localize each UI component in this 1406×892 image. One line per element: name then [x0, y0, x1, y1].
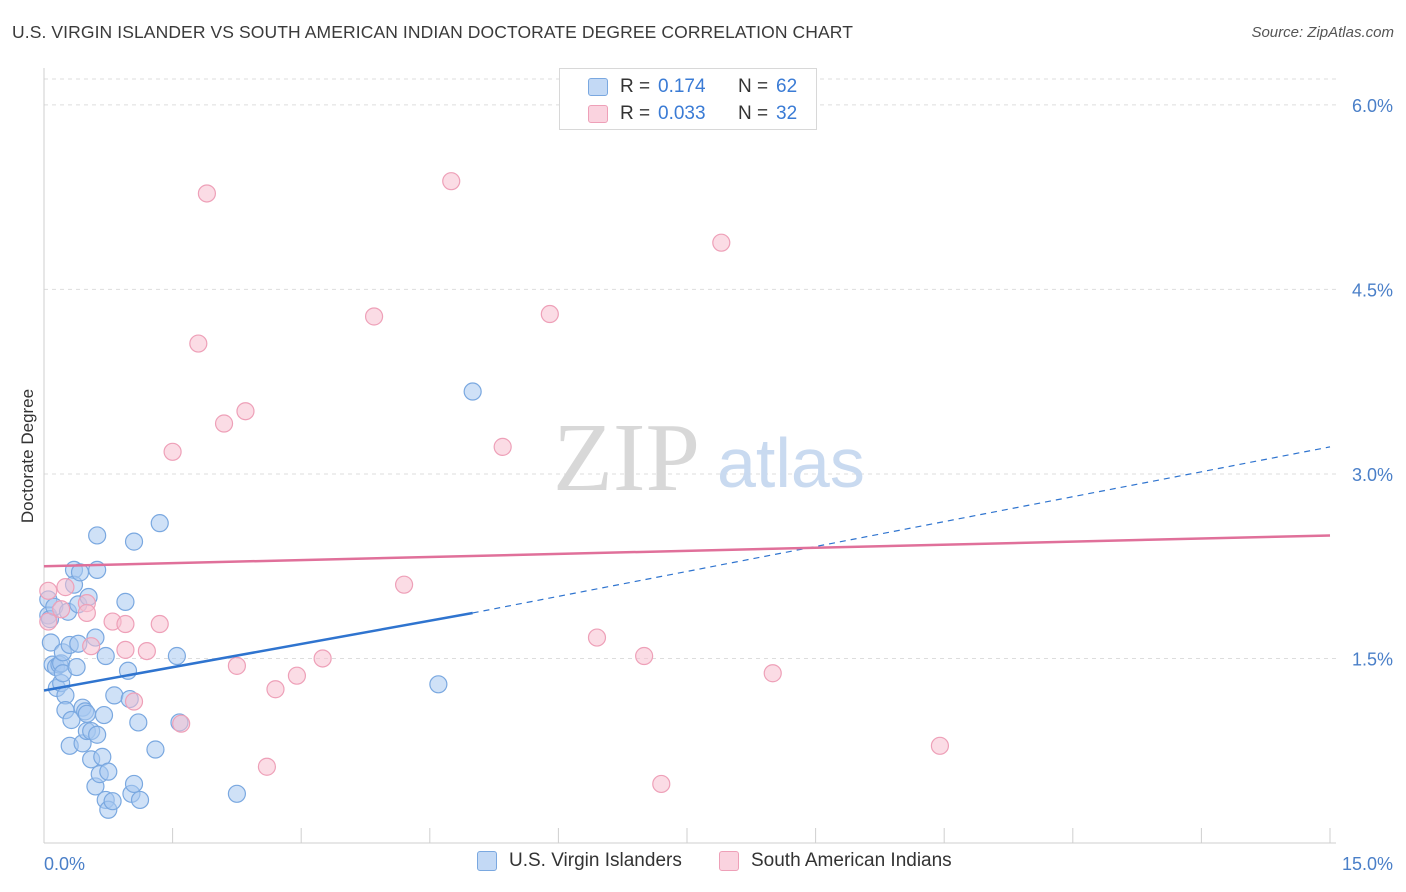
south-american-indian-point [364, 307, 384, 326]
virgin-islander-trend-extension [472, 446, 1331, 614]
virgin-islander-point [130, 790, 150, 810]
n-value: 32 [776, 103, 798, 124]
south-american-indian-point [712, 233, 731, 252]
south-american-indian-point [652, 774, 671, 794]
legend-item-virgin-islanders[interactable]: U.S. Virgin Islanders [477, 850, 682, 872]
legend-item-south-american-indians[interactable]: South American Indians [719, 850, 952, 872]
virgin-islander-point [88, 526, 107, 545]
virgin-islander-point [99, 762, 118, 781]
south-american-indian-point [227, 656, 246, 675]
x-tick-label-max: 15.0% [1342, 854, 1393, 874]
south-american-indian-point [540, 304, 559, 324]
stats-row-south-american-indians: R = 0.033 N = 32 [560, 100, 797, 128]
virgin-islander-point [463, 382, 482, 401]
legend-label: South American Indians [751, 850, 952, 871]
virgin-islander-point [77, 704, 96, 723]
trend-lines [43, 446, 1331, 692]
south-american-indian-trend-line [43, 534, 1331, 568]
south-american-indian-point [56, 578, 75, 597]
virgin-islander-point [94, 705, 114, 725]
virgin-islander-point [62, 710, 81, 730]
south-american-indian-point [394, 575, 414, 594]
legend-label: U.S. Virgin Islanders [509, 850, 682, 871]
r-label: R = [620, 76, 651, 97]
south-american-indian-point [163, 442, 182, 461]
legend-swatch-blue [477, 851, 497, 871]
virgin-islander-point [105, 686, 124, 705]
watermark: ZIP atlas [553, 404, 865, 512]
south-american-indian-point [257, 757, 277, 776]
virgin-islander-point [96, 646, 115, 666]
south-american-indian-point [214, 414, 234, 433]
south-american-indian-point [137, 641, 156, 661]
south-american-indian-point [763, 664, 782, 683]
y-tick-label: 6.0% [1352, 96, 1393, 116]
south-american-indian-point [442, 172, 461, 191]
virgin-islander-point [116, 592, 135, 611]
r-label: R = [620, 103, 651, 124]
south-american-indian-point [150, 614, 169, 634]
south-american-indian-point [124, 692, 144, 711]
south-american-indian-point [930, 736, 950, 755]
south-american-indian-point [587, 628, 607, 647]
y-tick-label: 4.5% [1352, 280, 1393, 300]
y-tick-label: 1.5% [1352, 649, 1393, 669]
south-american-indian-point [52, 600, 71, 619]
data-points [39, 172, 950, 819]
south-american-indian-point [197, 184, 216, 203]
tick-labels: 1.5% 3.0% 4.5% 6.0% 0.0% 15.0% [44, 96, 1393, 874]
south-american-indian-point [116, 614, 135, 634]
south-american-indian-point [266, 680, 285, 699]
virgin-islander-point [41, 633, 60, 652]
south-american-indian-point [172, 714, 191, 733]
virgin-islander-point [146, 740, 165, 759]
south-american-indian-point [493, 437, 512, 456]
south-american-indian-point [77, 603, 96, 623]
n-label: N = [738, 103, 769, 124]
source-credit: Source: ZipAtlas.com [1251, 24, 1394, 41]
virgin-islander-trend-line [43, 611, 473, 692]
virgin-islander-point [429, 675, 448, 694]
n-value: 62 [776, 76, 798, 97]
watermark-zip: ZIP [553, 404, 700, 512]
south-american-indian-point [236, 402, 255, 421]
r-value: 0.174 [658, 76, 706, 97]
virgin-islander-point [124, 774, 144, 794]
virgin-islander-point [129, 713, 148, 732]
swatch-blue [588, 78, 608, 96]
virgin-islander-point [227, 784, 246, 803]
south-american-indian-point [82, 637, 101, 656]
stats-row-virgin-islanders: R = 0.174 N = 62 [560, 73, 797, 101]
virgin-islander-point [167, 646, 186, 666]
virgin-islander-point [67, 657, 86, 677]
n-label: N = [738, 76, 769, 97]
stats-legend: R = 0.174 N = 62 R = 0.033 N = 32 [559, 68, 817, 130]
south-american-indian-point [313, 649, 332, 668]
south-american-indian-point [116, 640, 135, 659]
virgin-islander-point [124, 532, 144, 551]
axes [43, 68, 1336, 844]
legend-swatch-pink [719, 851, 739, 871]
series-legend: U.S. Virgin Islanders South American Ind… [0, 850, 1406, 880]
r-value: 0.033 [658, 103, 706, 124]
south-american-indian-point [189, 334, 208, 353]
south-american-indian-point [39, 612, 58, 631]
virgin-islander-point [103, 792, 122, 811]
virgin-islander-point [150, 514, 169, 533]
swatch-pink [588, 105, 608, 123]
chart-title: U.S. VIRGIN ISLANDER VS SOUTH AMERICAN I… [12, 22, 853, 42]
south-american-indian-point [39, 581, 58, 600]
x-tick-label-min: 0.0% [44, 854, 85, 874]
y-tick-label: 3.0% [1352, 465, 1393, 485]
virgin-islander-point [88, 725, 107, 744]
grid-lines [43, 78, 1336, 843]
south-american-indian-point [287, 666, 307, 685]
south-american-indian-point [635, 646, 654, 666]
watermark-atlas: atlas [717, 424, 865, 502]
